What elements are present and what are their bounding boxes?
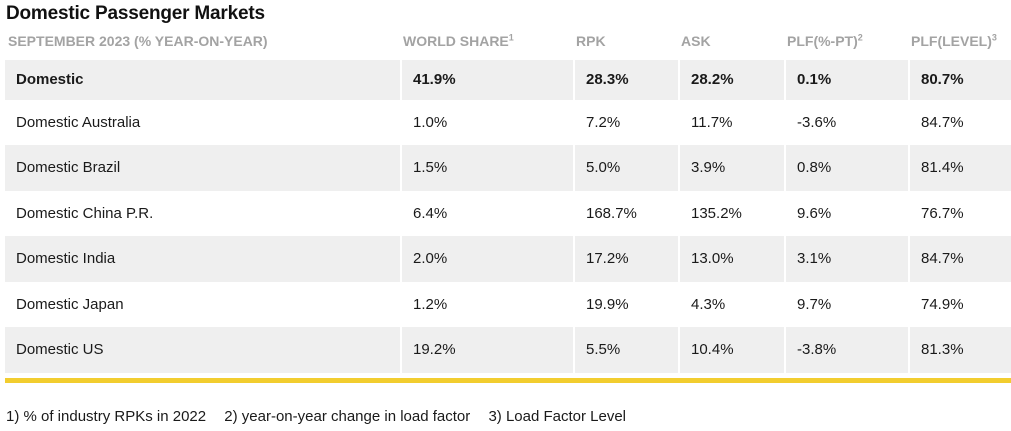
table-row: Domestic India 2.0% 17.2% 13.0% 3.1% 84.… [5,236,1011,282]
rpk-cell: 5.0% [573,145,678,191]
world-share-cell: 1.5% [400,145,573,191]
table-title: Domestic Passenger Markets [6,3,265,24]
ask-cell: 10.4% [678,327,784,373]
ask-cell: 13.0% [678,236,784,282]
plf-pt-cell: 9.7% [784,281,908,327]
world-share-cell: 19.2% [400,327,573,373]
world-share-cell: 1.0% [400,99,573,145]
footnotes: 1) % of industry RPKs in 2022 2) year-on… [6,408,640,425]
market-cell: Domestic Australia [5,99,400,145]
rpk-cell: 19.9% [573,281,678,327]
plf-level-cell: 81.3% [908,327,1011,373]
column-header-plf-pt: PLF(%-PT)2 [787,32,863,49]
table-row: Domestic China P.R. 6.4% 168.7% 135.2% 9… [5,190,1011,236]
table-row: Domestic Australia 1.0% 7.2% 11.7% -3.6%… [5,99,1011,145]
header-row: SEPTEMBER 2023 (% YEAR-ON-YEAR) WORLD SH… [5,28,1011,54]
plf-pt-cell: 0.8% [784,145,908,191]
footnote-3: 3) Load Factor Level [488,408,627,425]
market-cell: Domestic US [5,327,400,373]
column-header-period: SEPTEMBER 2023 (% YEAR-ON-YEAR) [8,33,268,49]
footnote-2: 2) year-on-year change in load factor [224,408,471,425]
rpk-cell: 5.5% [573,327,678,373]
plf-level-cell: 81.4% [908,145,1011,191]
markets-table: SEPTEMBER 2023 (% YEAR-ON-YEAR) WORLD SH… [5,28,1011,373]
rpk-cell: 168.7% [573,190,678,236]
ask-cell: 28.2% [678,54,784,100]
world-share-cell: 6.4% [400,190,573,236]
rpk-cell: 7.2% [573,99,678,145]
market-cell: Domestic [5,54,400,100]
market-cell: Domestic Brazil [5,145,400,191]
column-header-world-share: WORLD SHARE1 [403,32,514,49]
plf-pt-cell: -3.8% [784,327,908,373]
plf-pt-cell: 0.1% [784,54,908,100]
world-share-cell: 2.0% [400,236,573,282]
plf-level-cell: 76.7% [908,190,1011,236]
rpk-cell: 28.3% [573,54,678,100]
table-row: Domestic Japan 1.2% 19.9% 4.3% 9.7% 74.9… [5,281,1011,327]
ask-cell: 3.9% [678,145,784,191]
world-share-cell: 1.2% [400,281,573,327]
plf-level-cell: 84.7% [908,236,1011,282]
market-cell: Domestic Japan [5,281,400,327]
plf-pt-cell: 3.1% [784,236,908,282]
plf-pt-cell: 9.6% [784,190,908,236]
column-header-ask: ASK [681,33,711,49]
ask-cell: 4.3% [678,281,784,327]
ask-cell: 135.2% [678,190,784,236]
plf-level-cell: 80.7% [908,54,1011,100]
table-bottom-rule [5,378,1011,383]
plf-level-cell: 84.7% [908,99,1011,145]
plf-pt-cell: -3.6% [784,99,908,145]
world-share-cell: 41.9% [400,54,573,100]
table-row: Domestic Brazil 1.5% 5.0% 3.9% 0.8% 81.4… [5,145,1011,191]
rpk-cell: 17.2% [573,236,678,282]
column-header-rpk: RPK [576,33,606,49]
market-cell: Domestic India [5,236,400,282]
market-cell: Domestic China P.R. [5,190,400,236]
column-header-plf-level: PLF(LEVEL)3 [911,32,997,49]
table-row: Domestic US 19.2% 5.5% 10.4% -3.8% 81.3% [5,327,1011,373]
footnote-1: 1) % of industry RPKs in 2022 [6,408,207,425]
table-row: Domestic 41.9% 28.3% 28.2% 0.1% 80.7% [5,54,1011,100]
ask-cell: 11.7% [678,99,784,145]
plf-level-cell: 74.9% [908,281,1011,327]
